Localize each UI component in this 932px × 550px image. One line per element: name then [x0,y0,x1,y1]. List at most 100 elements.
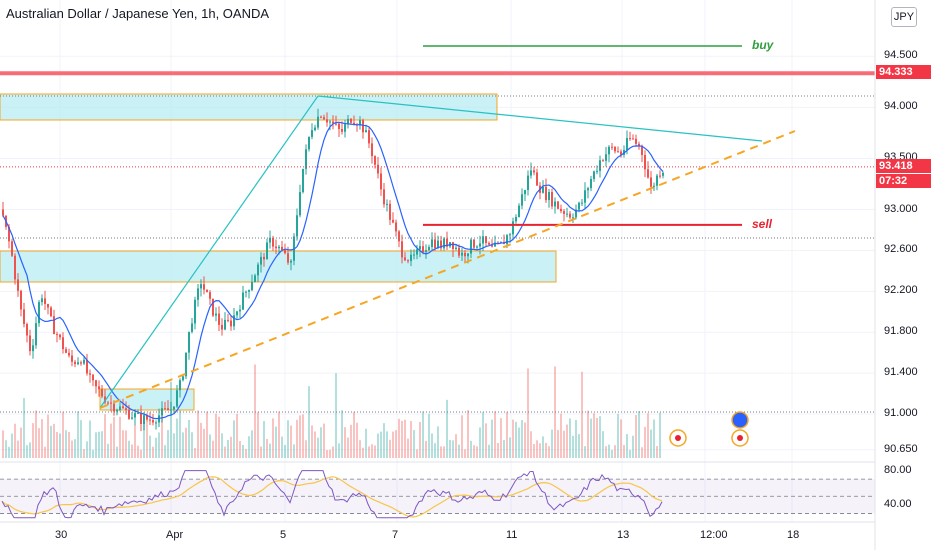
candle-body [128,409,130,419]
rsi-line [1,470,663,519]
candle-body [416,249,418,255]
y-tick-label: 93.000 [884,202,918,215]
volume-bar [236,413,238,458]
volume-bar [287,420,289,458]
volume-bar [470,440,472,458]
impulse-line [99,95,319,409]
candle-body [470,239,472,254]
volume-bar [14,423,16,458]
volume-bar [575,419,577,458]
candle-body [407,260,409,262]
candle-body [476,246,478,248]
candle-body [77,362,79,365]
x-tick-label: Apr [166,529,184,541]
volume-bar [602,431,604,458]
candle-body [485,236,487,243]
candle-body [482,236,484,244]
y-tick-label: 94.000 [884,100,918,113]
candle-body [272,237,274,247]
volume-bar [29,442,31,458]
candle-body [362,120,364,133]
volume-bar [488,444,490,458]
volume-bar [281,436,283,458]
candle-body [164,408,166,410]
candle-body [8,226,10,242]
volume-bar [41,419,43,458]
volume-bar [317,437,319,458]
candle-body [521,194,523,206]
candle-body [224,319,226,330]
volume-bar [509,437,511,458]
candle-body [422,246,424,253]
candle-body [188,331,190,353]
candle-body [110,402,112,404]
candle-body [479,243,481,247]
volume-bar [359,440,361,458]
volume-bar [23,397,25,458]
volume-bar [518,427,520,458]
candle-body [137,412,139,414]
volume-bar [149,435,151,458]
candle-body [635,138,637,144]
volume-bar [635,415,637,458]
candle-body [275,246,277,249]
volume-bar [530,431,532,458]
candle-body [650,177,652,187]
candle-body [152,420,154,423]
candle-body [557,201,559,209]
candle-body [425,250,427,253]
candle-body [62,337,64,350]
drawings-layer [0,45,875,447]
volume-bar [95,432,97,458]
candle-body [149,419,151,421]
candle-body [104,396,106,403]
volume-bar [284,445,286,458]
volume-bar [647,413,649,458]
candle-body [545,186,547,201]
candle-body [467,253,469,257]
volume-bar [551,429,553,458]
volume-bar [257,412,259,458]
candle-body [317,116,319,128]
candle-body [89,373,91,375]
volume-bar [98,431,100,458]
volume-bar [212,440,214,458]
volume-bar [572,435,574,458]
volume-bar [371,444,373,458]
volume-bar [365,428,367,458]
volume-bar [329,449,331,458]
y-tick-label: 92.600 [884,243,918,256]
volume-bar [218,416,220,458]
candle-body [413,254,415,256]
volume-bar [68,431,70,458]
volume-bar [119,416,121,458]
candle-body [329,121,331,123]
volume-bar [479,427,481,458]
volume-bar [134,425,136,458]
volume-bar [8,446,10,458]
volume-bar [332,446,334,458]
volume-bar [62,411,64,458]
volume-bar [461,415,463,458]
volume-bar [566,424,568,458]
buy-annotation[interactable]: buy [752,38,774,52]
candle-body [338,123,340,130]
candle-body [584,190,586,203]
resistance-zone [0,93,498,121]
candle-body [527,175,529,190]
volume-bar [425,440,427,458]
candle-body [263,256,265,260]
volume-bar [422,411,424,458]
candle-body [185,352,187,377]
rsi-tick-label: 80.00 [884,463,912,476]
sell-annotation[interactable]: sell [752,216,773,231]
y-tick-label: 92.200 [884,284,918,297]
candle-body [257,264,259,276]
currency-badge[interactable]: JPY [891,7,917,27]
volume-bar [140,449,142,458]
volume-bar [290,425,292,458]
candle-body [29,335,31,352]
candle-body [2,209,4,216]
volume-bar [11,433,13,458]
